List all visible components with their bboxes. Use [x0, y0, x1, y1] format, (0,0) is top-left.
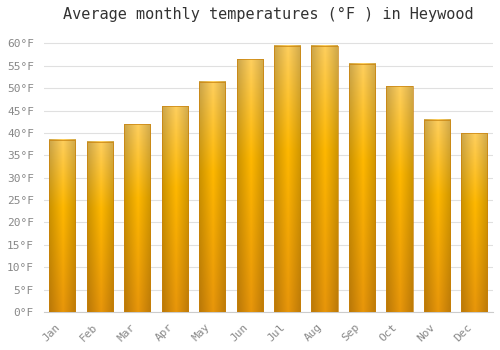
Title: Average monthly temperatures (°F ) in Heywood: Average monthly temperatures (°F ) in He… [63, 7, 474, 22]
